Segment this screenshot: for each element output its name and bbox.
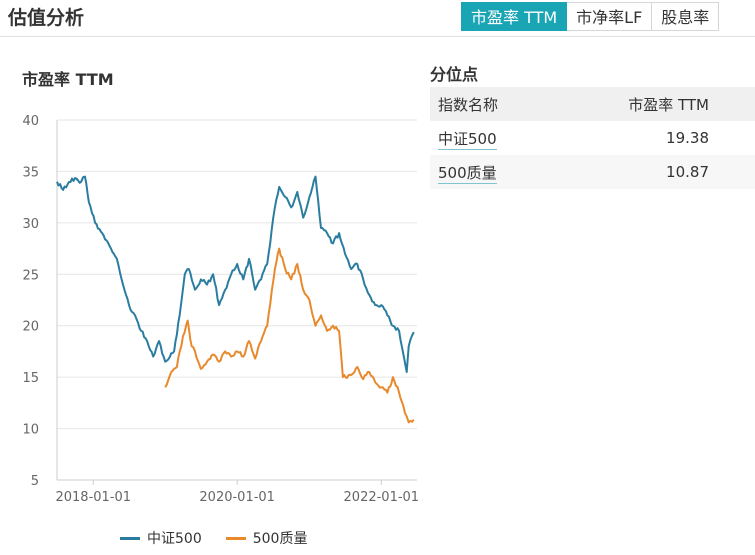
chart-title: 市盈率 TTM — [22, 70, 114, 89]
legend-label-500-quality: 500质量 — [252, 531, 308, 547]
y-tick-label: 30 — [22, 217, 39, 232]
y-tick-label: 35 — [22, 165, 39, 180]
index-name-link[interactable]: 500质量 — [438, 163, 497, 184]
legend-label-csi500: 中证500 — [147, 531, 202, 547]
tab-pb-lf[interactable]: 市净率LF — [567, 2, 653, 31]
y-tick-label: 40 — [22, 114, 39, 129]
percentile-table: 指数名称 市盈率 TTM 中证500 19.38 500质量 10.87 — [430, 87, 755, 189]
column-header-pe-ttm: 市盈率 TTM — [543, 87, 755, 121]
legend-item-500-quality[interactable]: 500质量 — [225, 528, 308, 548]
chart-legend: 中证500 500质量 — [120, 528, 331, 548]
legend-item-csi500[interactable]: 中证500 — [120, 528, 202, 548]
x-tick-label: 2018-01-01 — [55, 490, 131, 505]
y-tick-label: 5 — [31, 474, 39, 489]
table-row: 500质量 10.87 — [430, 155, 755, 189]
table-cell-value: 19.38 — [666, 129, 709, 147]
percentile-title: 分位点 — [430, 65, 479, 84]
x-tick-label: 2020-01-01 — [199, 490, 275, 505]
table-cell-value: 10.87 — [543, 155, 755, 189]
y-tick-label: 10 — [22, 423, 39, 438]
tab-pe-ttm[interactable]: 市盈率 TTM — [461, 2, 568, 31]
series-line-500-quality — [164, 247, 415, 424]
legend-swatch-csi500 — [120, 536, 140, 540]
table-cell-name: 500质量 — [430, 155, 544, 189]
tab-dividend-yield[interactable]: 股息率 — [652, 2, 720, 31]
metric-tabs: 市盈率 TTM 市净率LF 股息率 — [461, 2, 720, 31]
x-tick-label: 2022-01-01 — [344, 490, 420, 505]
table-cell-name: 中证500 — [430, 121, 544, 155]
table-header-row: 指数名称 市盈率 TTM — [430, 87, 755, 121]
y-tick-label: 25 — [22, 268, 39, 283]
y-tick-label: 20 — [22, 320, 39, 335]
legend-swatch-500-quality — [225, 536, 246, 540]
column-header-index-name: 指数名称 — [430, 87, 544, 121]
table-row: 中证500 19.38 — [430, 121, 755, 155]
page-title: 估值分析 — [8, 7, 85, 29]
index-name-link[interactable]: 中证500 — [438, 129, 497, 150]
header-divider — [0, 36, 755, 37]
y-tick-label: 15 — [22, 371, 39, 386]
series-line-csi500 — [56, 175, 415, 373]
